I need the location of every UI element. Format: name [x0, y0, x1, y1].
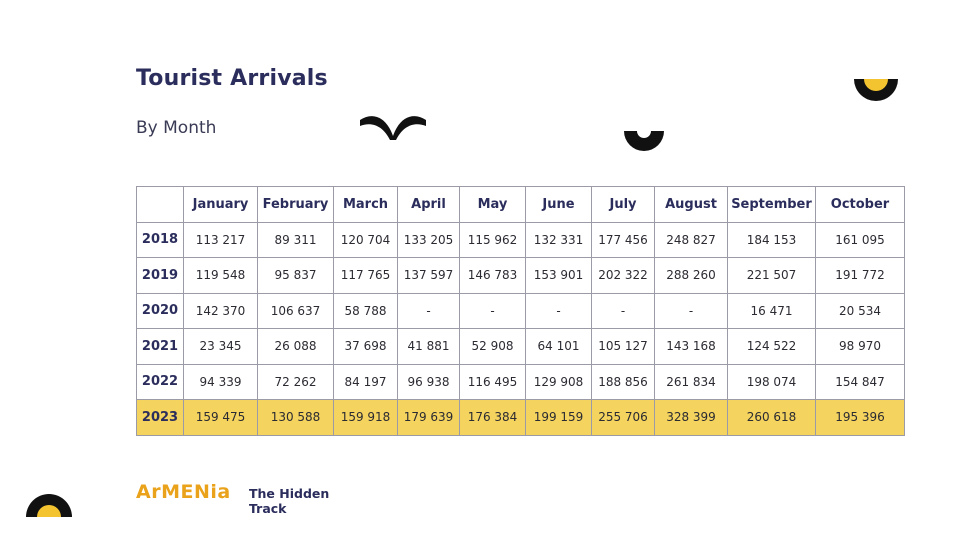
table-row: 2021 23 345 26 088 37 698 41 881 52 908 64 101… [136, 328, 905, 365]
table-row: 2020 142 370 106 637 58 788- - - - -16 471 20 53… [136, 292, 905, 329]
value-cell: 52 908 [459, 328, 526, 365]
value-cell: - [654, 292, 728, 329]
value-cell: 20 534 [815, 292, 905, 329]
value-cell: 177 456 [591, 221, 655, 258]
column-header: September [727, 186, 816, 223]
value-cell: 95 837 [257, 257, 334, 294]
value-cell: 130 588 [257, 399, 334, 436]
year-cell: 2023 [136, 399, 184, 436]
value-cell: 137 597 [397, 257, 460, 294]
page-title: Tourist Arrivals [136, 66, 328, 91]
value-cell: 113 217 [183, 221, 258, 258]
column-header: April [397, 186, 460, 223]
year-cell: 2018 [136, 221, 184, 258]
value-cell: 41 881 [397, 328, 460, 365]
value-cell: 260 618 [727, 399, 816, 436]
value-cell: 115 962 [459, 221, 526, 258]
value-cell: 120 704 [333, 221, 398, 258]
value-cell: 146 783 [459, 257, 526, 294]
value-cell: 98 970 [815, 328, 905, 365]
value-cell: 221 507 [727, 257, 816, 294]
year-cell: 2022 [136, 363, 184, 400]
value-cell: 129 908 [525, 363, 592, 400]
column-header: March [333, 186, 398, 223]
value-cell: 161 095 [815, 221, 905, 258]
logo-tagline-line2: Track [249, 501, 287, 516]
value-cell: 143 168 [654, 328, 728, 365]
table-header-row: January February March April May June July Augu… [136, 186, 905, 223]
value-cell: 16 471 [727, 292, 816, 329]
value-cell: 176 384 [459, 399, 526, 436]
yellow-half-circle-decoration [854, 79, 898, 101]
value-cell: 142 370 [183, 292, 258, 329]
table-row: 2023 159 475 130 588 159 918 179 639 176 384 1… [136, 399, 905, 436]
value-cell: 179 639 [397, 399, 460, 436]
value-cell: 261 834 [654, 363, 728, 400]
value-cell: 64 101 [525, 328, 592, 365]
bird-shape-decoration [360, 116, 426, 140]
value-cell: 198 074 [727, 363, 816, 400]
value-cell: 159 918 [333, 399, 398, 436]
value-cell: 199 159 [525, 399, 592, 436]
year-cell: 2020 [136, 292, 184, 329]
value-cell: 105 127 [591, 328, 655, 365]
column-header: October [815, 186, 905, 223]
value-cell: 195 396 [815, 399, 905, 436]
value-cell: - [397, 292, 460, 329]
column-header: February [257, 186, 334, 223]
column-header: July [591, 186, 655, 223]
value-cell: 89 311 [257, 221, 334, 258]
value-cell: 119 548 [183, 257, 258, 294]
value-cell: 84 197 [333, 363, 398, 400]
table-row: 2018 113 217 89 311 120 704 133 205 115 962 13… [136, 221, 905, 258]
value-cell: 37 698 [333, 328, 398, 365]
value-cell: 94 339 [183, 363, 258, 400]
year-cell: 2019 [136, 257, 184, 294]
year-cell: 2021 [136, 328, 184, 365]
corner-half-circle-decoration [26, 494, 72, 517]
table-row: 2019 119 548 95 837 117 765 137 597 146 783 15… [136, 257, 905, 294]
value-cell: - [459, 292, 526, 329]
value-cell: 153 901 [525, 257, 592, 294]
column-header: January [183, 186, 258, 223]
column-header: May [459, 186, 526, 223]
value-cell: 248 827 [654, 221, 728, 258]
armenia-logo-text: ArMENia [136, 481, 231, 503]
value-cell: 184 153 [727, 221, 816, 258]
value-cell: 116 495 [459, 363, 526, 400]
value-cell: 26 088 [257, 328, 334, 365]
value-cell: 106 637 [257, 292, 334, 329]
half-circle-decoration [624, 131, 664, 151]
value-cell: 288 260 [654, 257, 728, 294]
column-header: August [654, 186, 728, 223]
value-cell: 154 847 [815, 363, 905, 400]
page-subtitle: By Month [136, 118, 217, 138]
value-cell: 202 322 [591, 257, 655, 294]
value-cell: 117 765 [333, 257, 398, 294]
header-corner-cell [136, 186, 184, 223]
logo-tagline: The Hidden Track [249, 486, 329, 516]
value-cell: - [591, 292, 655, 329]
value-cell: 191 772 [815, 257, 905, 294]
value-cell: 188 856 [591, 363, 655, 400]
value-cell: 124 522 [727, 328, 816, 365]
column-header: June [525, 186, 592, 223]
value-cell: 58 788 [333, 292, 398, 329]
value-cell: 133 205 [397, 221, 460, 258]
table-row: 2022 94 339 72 262 84 197 96 938 116 495 129 9… [136, 363, 905, 400]
value-cell: 159 475 [183, 399, 258, 436]
value-cell: 132 331 [525, 221, 592, 258]
value-cell: 255 706 [591, 399, 655, 436]
value-cell: 96 938 [397, 363, 460, 400]
logo-tagline-line1: The Hidden [249, 486, 330, 501]
value-cell: 328 399 [654, 399, 728, 436]
value-cell: 23 345 [183, 328, 258, 365]
tourist-arrivals-table: January February March April May June July Augu… [136, 186, 905, 436]
value-cell: 72 262 [257, 363, 334, 400]
value-cell: - [525, 292, 592, 329]
